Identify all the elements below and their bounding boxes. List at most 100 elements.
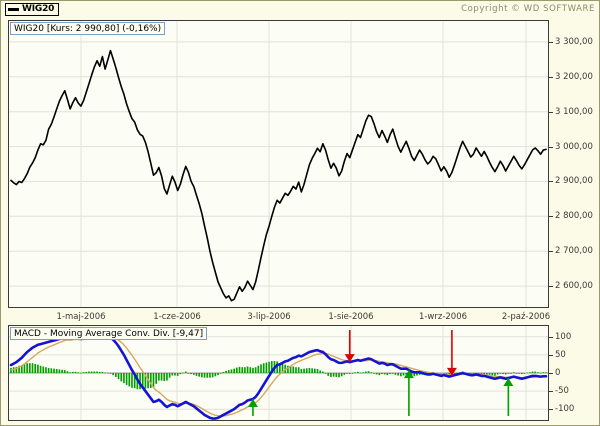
macd-histogram-bar bbox=[34, 363, 37, 373]
macd-histogram-bar bbox=[499, 373, 502, 374]
macd-histogram-bar bbox=[413, 373, 416, 377]
chart-legend[interactable]: WIG20 bbox=[5, 3, 60, 16]
macd-tooltip-label: MACD - Moving Average Conv. Div. [-9,47] bbox=[10, 327, 208, 340]
legend-color-swatch bbox=[8, 8, 19, 11]
macd-histogram-bar bbox=[203, 373, 206, 378]
macd-histogram-bar bbox=[295, 367, 297, 373]
macd-histogram-bar bbox=[268, 361, 270, 373]
macd-histogram-bar bbox=[373, 373, 375, 374]
macd-histogram-bar bbox=[545, 372, 547, 374]
price-x-tick-label: 1-sie-2006 bbox=[328, 312, 374, 322]
macd-histogram-bar bbox=[367, 371, 370, 373]
macd-histogram-bar bbox=[279, 363, 281, 373]
macd-histogram-bar bbox=[300, 369, 303, 373]
price-tooltip-label: WIG20 [Kurs: 2 990,80] (-0,16%) bbox=[10, 22, 166, 35]
macd-histogram-bar bbox=[50, 368, 53, 373]
macd-histogram-bar bbox=[158, 373, 160, 381]
macd-histogram-bar bbox=[141, 373, 144, 389]
macd-histogram-bar bbox=[42, 366, 45, 373]
price-y-tick-label: 2 900,00 bbox=[549, 176, 593, 186]
macd-histogram-bar bbox=[260, 364, 262, 373]
macd-histogram-bar bbox=[322, 371, 324, 373]
marker-arrowhead bbox=[344, 354, 355, 363]
macd-histogram-bar bbox=[53, 368, 55, 373]
macd-histogram-bar bbox=[82, 372, 85, 374]
macd-histogram-bar bbox=[31, 363, 34, 373]
macd-histogram-bar bbox=[531, 371, 534, 373]
macd-histogram-bar bbox=[346, 373, 348, 374]
macd-histogram-bar bbox=[149, 373, 152, 388]
macd-histogram-bar bbox=[453, 373, 456, 374]
macd-histogram-bar bbox=[526, 372, 529, 374]
macd-histogram-bar bbox=[305, 368, 308, 373]
macd-histogram-bar bbox=[125, 373, 128, 385]
macd-histogram-bar bbox=[488, 373, 491, 375]
macd-histogram-bar bbox=[510, 373, 512, 374]
macd-histogram-bar bbox=[520, 373, 523, 375]
macd-histogram-bar bbox=[270, 361, 273, 373]
macd-histogram-bar bbox=[39, 365, 42, 373]
macd-histogram-bar bbox=[37, 364, 39, 373]
macd-histogram-bar bbox=[123, 373, 125, 384]
macd-histogram-bar bbox=[187, 373, 190, 374]
macd-histogram-bar bbox=[88, 371, 90, 373]
macd-histogram-bar bbox=[198, 373, 201, 377]
sell-signal-marker bbox=[446, 330, 457, 376]
macd-histogram-bar bbox=[504, 373, 507, 375]
macd-histogram-bar bbox=[192, 373, 195, 375]
macd-histogram-bar bbox=[74, 371, 77, 373]
macd-histogram-bar bbox=[483, 373, 485, 375]
macd-histogram-bar bbox=[160, 373, 163, 381]
macd-histogram-bar bbox=[496, 373, 499, 375]
macd-histogram-bar bbox=[402, 373, 405, 376]
legend-label: WIG20 bbox=[22, 4, 55, 14]
price-y-tick-label: 3 000,00 bbox=[549, 142, 593, 152]
macd-histogram-bar bbox=[456, 372, 459, 374]
macd-histogram-bar bbox=[254, 367, 257, 373]
macd-histogram-bar bbox=[486, 373, 488, 375]
price-y-tick-label: 3 200,00 bbox=[549, 72, 593, 82]
price-y-tick-label: 2 700,00 bbox=[549, 246, 593, 256]
macd-histogram-bar bbox=[109, 373, 112, 374]
macd-histogram-bar bbox=[405, 373, 408, 375]
price-x-axis: 1-maj-2006 1-cze-2006 3-lip-2006 1-sie-2006… bbox=[8, 309, 550, 325]
macd-histogram-bar bbox=[512, 372, 515, 374]
macd-y-tick-label: 100 bbox=[549, 332, 571, 342]
macd-histogram-bar bbox=[534, 371, 537, 373]
macd-histogram-bar bbox=[101, 371, 104, 373]
price-plot-area[interactable]: WIG20 [Kurs: 2 990,80] (-0,16%) bbox=[8, 20, 549, 308]
copyright-notice: Copyright © WD SOFTWARE bbox=[461, 4, 595, 14]
macd-y-axis: 100 50 0 -50 -100 bbox=[549, 325, 599, 421]
macd-histogram-bar bbox=[507, 373, 510, 374]
buy-signal-marker bbox=[403, 370, 414, 416]
macd-histogram-bar bbox=[72, 371, 74, 373]
macd-histogram-bar bbox=[257, 365, 260, 373]
macd-histogram-bar bbox=[515, 373, 518, 374]
macd-histogram-bar bbox=[469, 373, 472, 374]
macd-histogram-bar bbox=[230, 369, 233, 373]
macd-histogram-bar bbox=[265, 362, 268, 373]
macd-histogram-bar bbox=[383, 373, 386, 375]
macd-histogram-bar bbox=[174, 373, 176, 376]
macd-plot-area[interactable]: MACD - Moving Average Conv. Div. [-9,47] bbox=[8, 325, 549, 421]
macd-histogram-bar bbox=[327, 373, 330, 376]
macd-histogram-bar bbox=[397, 373, 399, 376]
macd-y-tick-label: -100 bbox=[549, 404, 574, 414]
macd-histogram-bar bbox=[23, 363, 26, 373]
macd-histogram-bar bbox=[209, 373, 211, 378]
macd-histogram-bar bbox=[222, 371, 225, 373]
macd-histogram-bar bbox=[144, 373, 147, 389]
marker-arrowhead bbox=[446, 367, 457, 376]
macd-histogram-bar bbox=[15, 366, 18, 373]
macd-histogram-bar bbox=[335, 373, 338, 377]
price-y-tick-label: 2 800,00 bbox=[549, 211, 593, 221]
macd-histogram-bar bbox=[18, 365, 20, 373]
macd-histogram-bar bbox=[214, 373, 217, 377]
macd-histogram-bar bbox=[389, 373, 391, 375]
macd-histogram-bar bbox=[394, 373, 397, 375]
macd-histogram-bar bbox=[241, 367, 244, 373]
macd-histogram-bar bbox=[319, 370, 321, 373]
macd-histogram-bar bbox=[12, 367, 15, 373]
macd-histogram-bar bbox=[106, 372, 109, 374]
macd-histogram-bar bbox=[246, 366, 249, 373]
